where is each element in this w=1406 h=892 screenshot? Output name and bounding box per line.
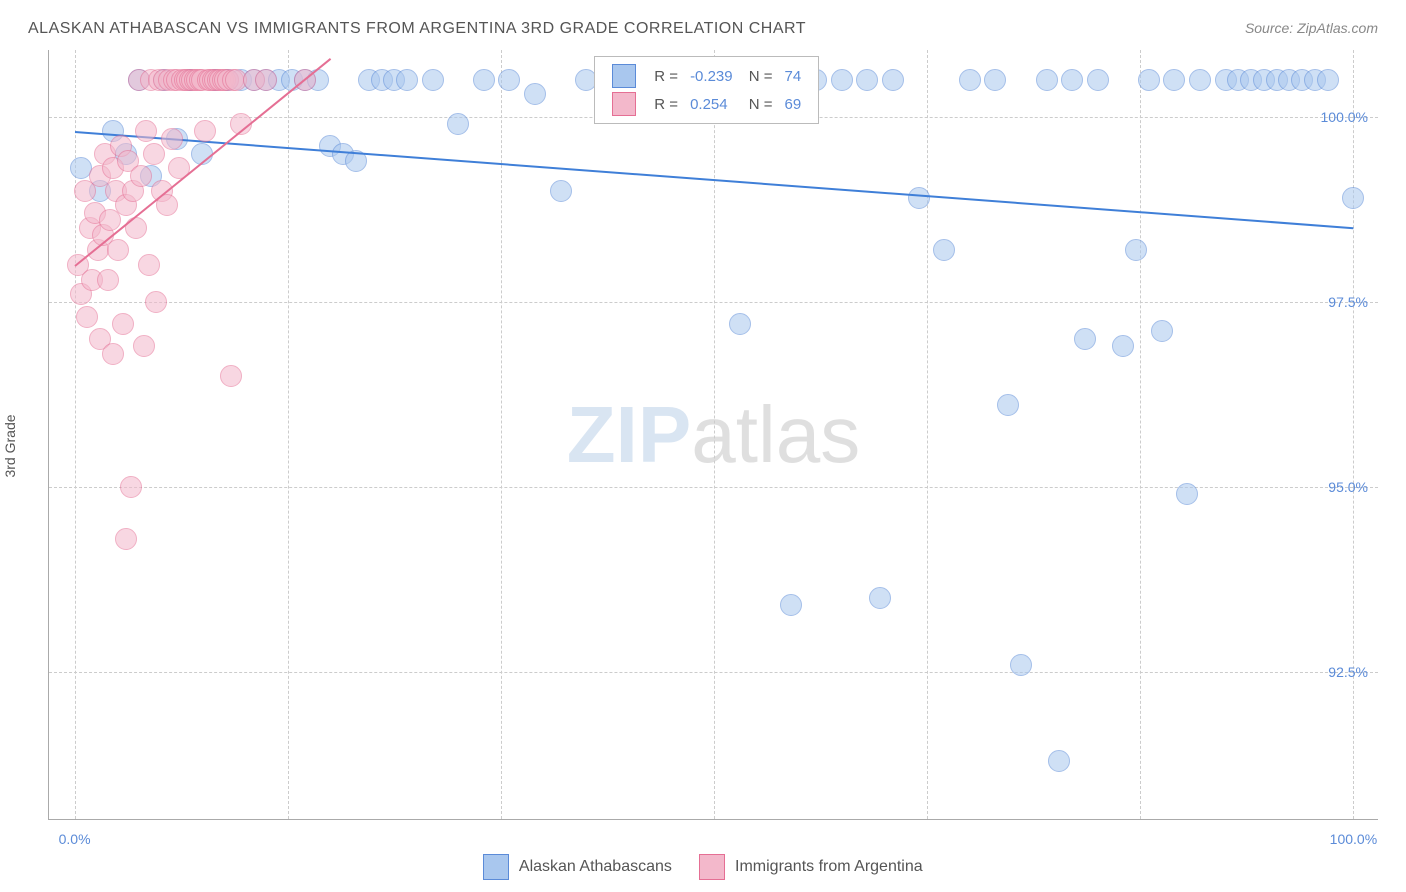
- data-point: [161, 128, 183, 150]
- data-point: [882, 69, 904, 91]
- y-tick-label: 95.0%: [1328, 479, 1368, 495]
- data-point: [729, 313, 751, 335]
- data-point: [997, 394, 1019, 416]
- data-point: [112, 313, 134, 335]
- source-attribution: Source: ZipAtlas.com: [1245, 20, 1378, 36]
- legend-item: Alaskan Athabascans: [483, 858, 672, 875]
- grid-line: [288, 50, 289, 819]
- data-point: [396, 69, 418, 91]
- data-point: [856, 69, 878, 91]
- data-point: [1125, 239, 1147, 261]
- data-point: [780, 594, 802, 616]
- legend-item: Immigrants from Argentina: [699, 858, 923, 875]
- x-tick-label: 0.0%: [59, 831, 91, 847]
- data-point: [959, 69, 981, 91]
- data-point: [102, 343, 124, 365]
- data-point: [933, 239, 955, 261]
- data-point: [220, 365, 242, 387]
- data-point: [1048, 750, 1070, 772]
- grid-line: [714, 50, 715, 819]
- data-point: [473, 69, 495, 91]
- data-point: [1061, 69, 1083, 91]
- grid-line: [1353, 50, 1354, 819]
- data-point: [135, 120, 157, 142]
- data-point: [1189, 69, 1211, 91]
- data-point: [133, 335, 155, 357]
- data-point: [447, 113, 469, 135]
- data-point: [1138, 69, 1160, 91]
- data-point: [1074, 328, 1096, 350]
- data-point: [1176, 483, 1198, 505]
- y-axis-label: 3rd Grade: [2, 414, 18, 477]
- bottom-legend: Alaskan Athabascans Immigrants from Arge…: [0, 854, 1406, 880]
- grid-line: [49, 302, 1378, 303]
- data-point: [255, 69, 277, 91]
- data-point: [143, 143, 165, 165]
- data-point: [194, 120, 216, 142]
- data-point: [1151, 320, 1173, 342]
- y-tick-label: 92.5%: [1328, 664, 1368, 680]
- data-point: [145, 291, 167, 313]
- data-point: [1087, 69, 1109, 91]
- scatter-plot: ZIPatlas 92.5%95.0%97.5%100.0%0.0%100.0%…: [48, 50, 1378, 820]
- data-point: [524, 83, 546, 105]
- chart-title: ALASKAN ATHABASCAN VS IMMIGRANTS FROM AR…: [28, 20, 806, 37]
- stats-legend: R =-0.239 N =74R =0.254 N =69: [594, 56, 819, 124]
- data-point: [984, 69, 1006, 91]
- data-point: [115, 528, 137, 550]
- y-tick-label: 100.0%: [1321, 109, 1368, 125]
- data-point: [120, 476, 142, 498]
- x-tick-label: 100.0%: [1330, 831, 1377, 847]
- data-point: [107, 239, 129, 261]
- data-point: [130, 165, 152, 187]
- data-point: [831, 69, 853, 91]
- data-point: [498, 69, 520, 91]
- data-point: [1342, 187, 1364, 209]
- data-point: [550, 180, 572, 202]
- data-point: [97, 269, 119, 291]
- data-point: [1112, 335, 1134, 357]
- data-point: [869, 587, 891, 609]
- data-point: [1036, 69, 1058, 91]
- data-point: [1010, 654, 1032, 676]
- grid-line: [1140, 50, 1141, 819]
- data-point: [1317, 69, 1339, 91]
- data-point: [422, 69, 444, 91]
- grid-line: [49, 672, 1378, 673]
- grid-line: [501, 50, 502, 819]
- data-point: [76, 306, 98, 328]
- data-point: [908, 187, 930, 209]
- y-tick-label: 97.5%: [1328, 294, 1368, 310]
- grid-line: [927, 50, 928, 819]
- data-point: [138, 254, 160, 276]
- data-point: [1163, 69, 1185, 91]
